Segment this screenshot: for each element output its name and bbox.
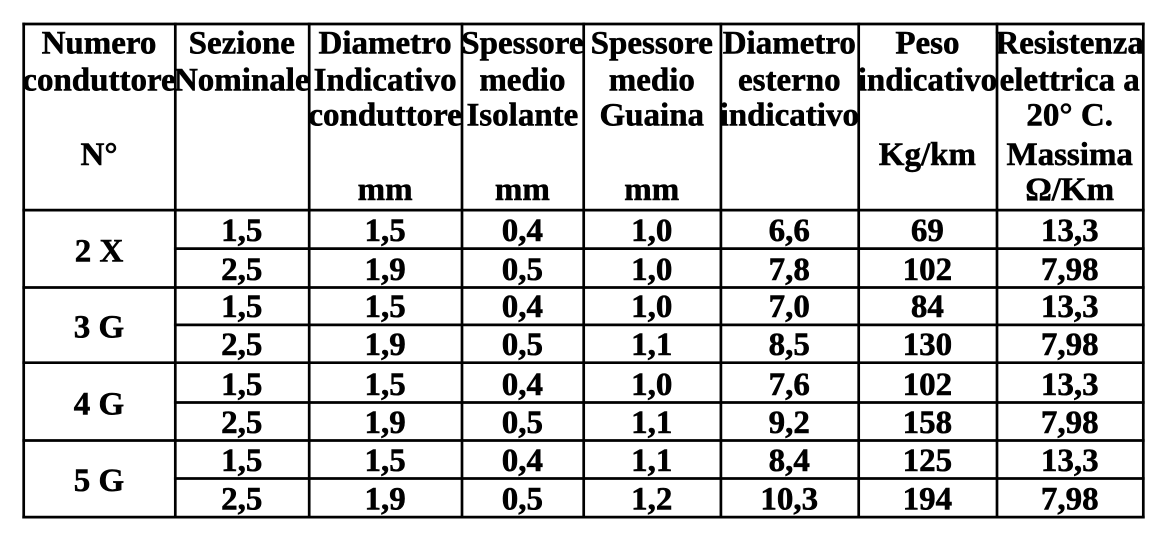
svg-text:7,0: 7,0 (769, 289, 810, 325)
svg-text:2,5: 2,5 (221, 252, 262, 288)
svg-text:Isolante: Isolante (466, 97, 578, 133)
svg-text:2,5: 2,5 (221, 327, 262, 363)
svg-text:medio: medio (609, 62, 695, 98)
svg-text:13,3: 13,3 (1041, 443, 1099, 479)
svg-text:1,1: 1,1 (631, 443, 672, 479)
svg-text:0,4: 0,4 (502, 367, 543, 403)
svg-text:130: 130 (903, 327, 953, 363)
svg-text:8,4: 8,4 (769, 443, 810, 479)
svg-text:3 G: 3 G (74, 309, 124, 345)
svg-text:mm: mm (358, 172, 413, 208)
svg-text:Spessore: Spessore (461, 25, 583, 61)
svg-text:13,3: 13,3 (1041, 367, 1099, 403)
svg-text:medio: medio (479, 62, 565, 98)
svg-text:1,9: 1,9 (364, 481, 405, 517)
svg-text:20° C.: 20° C. (1026, 97, 1113, 133)
svg-text:0,4: 0,4 (502, 213, 543, 249)
svg-text:1,5: 1,5 (221, 289, 262, 325)
svg-text:0,5: 0,5 (502, 405, 543, 441)
svg-text:0,5: 0,5 (502, 327, 543, 363)
svg-text:Kg/km: Kg/km (879, 137, 976, 173)
svg-text:7,98: 7,98 (1041, 481, 1099, 517)
svg-text:102: 102 (903, 367, 953, 403)
svg-text:1,0: 1,0 (631, 213, 672, 249)
svg-text:1,0: 1,0 (631, 289, 672, 325)
svg-text:1,0: 1,0 (631, 252, 672, 288)
svg-text:2,5: 2,5 (221, 481, 262, 517)
svg-text:10,3: 10,3 (760, 481, 818, 517)
svg-text:Nominale: Nominale (174, 62, 310, 98)
svg-text:102: 102 (903, 252, 953, 288)
svg-text:Peso: Peso (895, 25, 959, 61)
svg-text:13,3: 13,3 (1041, 213, 1099, 249)
svg-text:1,0: 1,0 (631, 367, 672, 403)
svg-text:194: 194 (903, 481, 953, 517)
svg-text:13,3: 13,3 (1041, 289, 1099, 325)
svg-text:7,8: 7,8 (769, 252, 810, 288)
svg-text:mm: mm (495, 172, 550, 208)
svg-text:7,98: 7,98 (1041, 252, 1099, 288)
svg-text:9,2: 9,2 (769, 405, 810, 441)
svg-text:1,9: 1,9 (364, 405, 405, 441)
svg-text:Indicativo: Indicativo (314, 62, 457, 98)
svg-text:Ω/Km: Ω/Km (1025, 172, 1114, 208)
svg-text:1,2: 1,2 (631, 481, 672, 517)
svg-text:1,5: 1,5 (364, 213, 405, 249)
svg-text:0,4: 0,4 (502, 289, 543, 325)
svg-text:2,5: 2,5 (221, 405, 262, 441)
svg-text:mm: mm (624, 172, 679, 208)
svg-text:1,5: 1,5 (221, 213, 262, 249)
svg-text:indicativo: indicativo (720, 97, 859, 133)
svg-text:69: 69 (911, 213, 944, 249)
svg-text:1,1: 1,1 (631, 405, 672, 441)
svg-text:conduttore: conduttore (22, 62, 175, 98)
svg-text:1,9: 1,9 (364, 327, 405, 363)
svg-text:1,5: 1,5 (221, 443, 262, 479)
svg-text:esterno: esterno (738, 62, 841, 98)
svg-text:2 X: 2 X (75, 234, 124, 270)
svg-text:Diametro: Diametro (319, 25, 452, 61)
svg-text:8,5: 8,5 (769, 327, 810, 363)
svg-text:indicativo: indicativo (858, 62, 997, 98)
svg-text:Resistenza: Resistenza (995, 25, 1143, 61)
svg-text:1,5: 1,5 (364, 443, 405, 479)
svg-text:conduttore: conduttore (308, 97, 461, 133)
svg-text:1,5: 1,5 (364, 367, 405, 403)
svg-text:7,6: 7,6 (769, 367, 810, 403)
svg-text:1,9: 1,9 (364, 252, 405, 288)
svg-text:Guaina: Guaina (600, 97, 705, 133)
svg-text:Spessore: Spessore (591, 25, 713, 61)
svg-text:4 G: 4 G (74, 386, 124, 422)
svg-text:5 G: 5 G (74, 463, 124, 499)
svg-text:Massima: Massima (1006, 137, 1133, 173)
svg-text:1,1: 1,1 (631, 327, 672, 363)
svg-text:elettrica a: elettrica a (1000, 62, 1140, 98)
svg-text:7,98: 7,98 (1041, 405, 1099, 441)
svg-text:1,5: 1,5 (364, 289, 405, 325)
svg-text:0,4: 0,4 (502, 443, 543, 479)
svg-text:Diametro: Diametro (723, 25, 856, 61)
svg-text:Sezione: Sezione (189, 25, 295, 61)
svg-text:0,5: 0,5 (502, 252, 543, 288)
svg-text:84: 84 (911, 289, 944, 325)
svg-text:125: 125 (903, 443, 953, 479)
svg-text:0,5: 0,5 (502, 481, 543, 517)
svg-text:Numero: Numero (42, 25, 157, 61)
svg-text:N°: N° (80, 137, 117, 173)
svg-text:7,98: 7,98 (1041, 327, 1099, 363)
svg-text:6,6: 6,6 (769, 213, 810, 249)
svg-text:158: 158 (903, 405, 953, 441)
svg-text:1,5: 1,5 (221, 367, 262, 403)
